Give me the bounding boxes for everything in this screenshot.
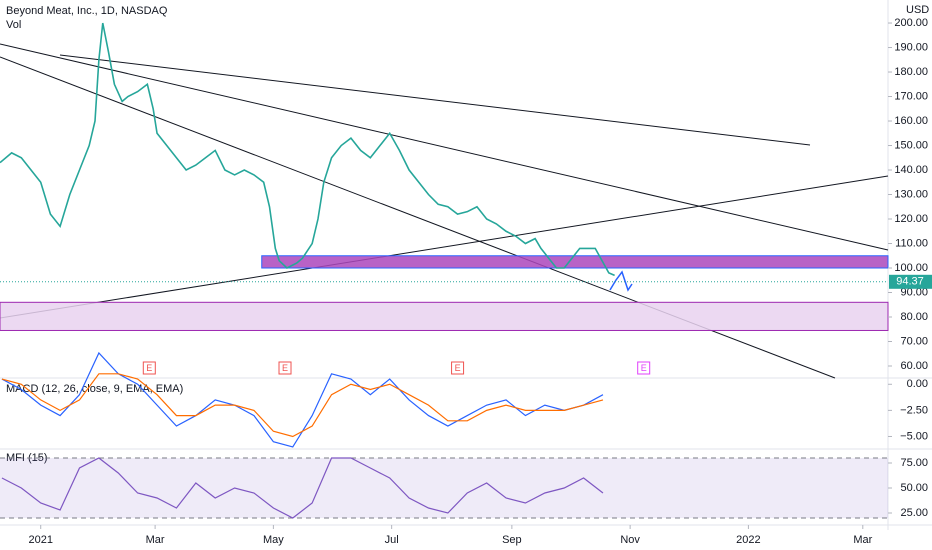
series-line [0, 22, 615, 277]
trendline [0, 175, 889, 319]
x-tick-label: Jul [385, 534, 399, 546]
y-tick-label: 25.00 [900, 507, 928, 519]
x-tick-label: Nov [620, 534, 640, 546]
y-tick-label: 200.00 [894, 17, 928, 29]
mfi-band [0, 458, 888, 518]
mfi-title: MFI (15) [6, 452, 48, 464]
earnings-label: E [282, 363, 288, 373]
earnings-marker [278, 361, 292, 375]
x-tick-label: Sep [502, 534, 522, 546]
y-tick-label: 170.00 [894, 90, 928, 102]
y-tick-label: 75.00 [900, 457, 928, 469]
y-tick-label: 0.00 [907, 378, 928, 390]
y-tick-label: −2.50 [900, 404, 928, 416]
x-tick-label: Mar [853, 534, 872, 546]
y-tick-label: 100.00 [894, 262, 928, 274]
chart-title: Beyond Meat, Inc., 1D, NASDAQ [6, 5, 168, 17]
drawing [609, 270, 633, 292]
y-tick-label: 150.00 [894, 139, 928, 151]
y-tick-label: −5.00 [900, 430, 928, 442]
x-tick-label: May [263, 534, 284, 546]
price-zone [261, 255, 889, 269]
x-tick-label: Mar [146, 534, 165, 546]
y-tick-label: 120.00 [894, 213, 928, 225]
series-line [1, 457, 604, 519]
trendline [59, 54, 811, 146]
y-tick-label: 50.00 [900, 482, 928, 494]
y-tick-label: 90.00 [900, 286, 928, 298]
last-price-label: 94.37 [896, 276, 924, 288]
earnings-label: E [455, 363, 461, 373]
earnings-label: E [641, 363, 647, 373]
y-tick-label: 70.00 [900, 335, 928, 347]
x-tick-label: 2022 [736, 534, 760, 546]
trendline [0, 43, 889, 251]
volume-label: Vol [6, 19, 21, 31]
y-tick-label: 140.00 [894, 164, 928, 176]
y-tick-label: 60.00 [900, 360, 928, 372]
y-tick-label: 110.00 [895, 237, 928, 249]
y-tick-label: 190.00 [894, 41, 928, 53]
x-tick-label: 2021 [28, 534, 52, 546]
price-zone [0, 301, 889, 331]
y-tick-label: 130.00 [894, 188, 928, 200]
currency-label: USD [906, 4, 929, 16]
series-line [1, 373, 604, 438]
y-tick-label: 180.00 [894, 66, 928, 78]
earnings-marker [142, 361, 156, 375]
earnings-marker [451, 361, 465, 375]
y-tick-label: 80.00 [900, 311, 928, 323]
earnings-marker [637, 361, 651, 375]
y-tick-label: 160.00 [894, 115, 928, 127]
last-price-box [889, 274, 932, 289]
earnings-label: E [146, 363, 152, 373]
